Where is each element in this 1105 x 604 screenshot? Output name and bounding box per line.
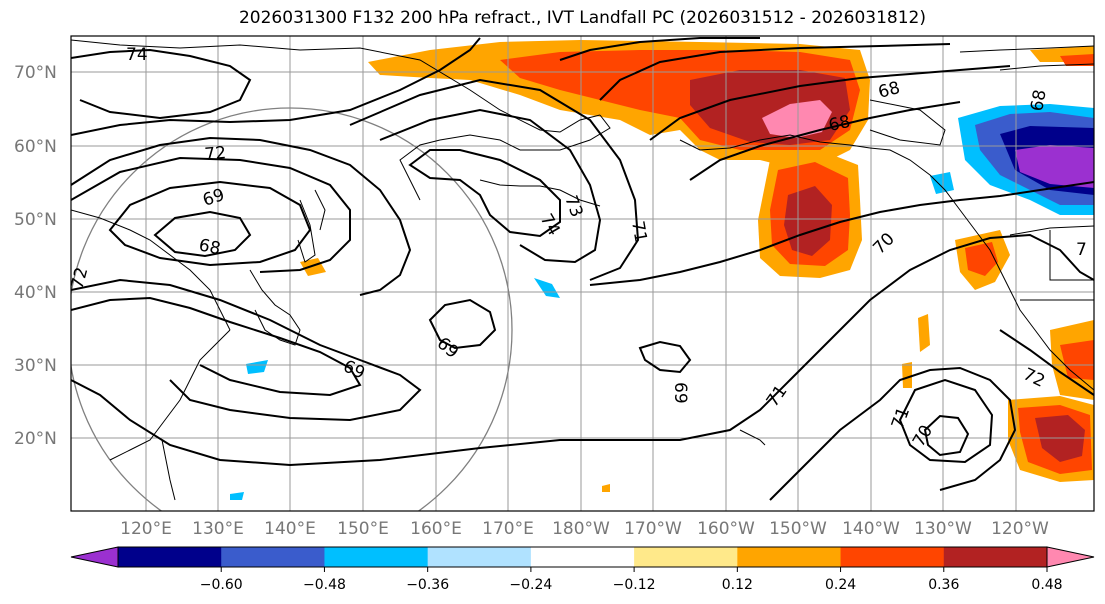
colorbar-tick-label: 0.48: [1031, 577, 1062, 593]
positive-anomaly-gulf: [758, 150, 862, 278]
colorbar-extend-max: [1046, 546, 1095, 568]
colorbar-tick-label: −0.24: [509, 577, 552, 593]
contour-label-69d: 69: [670, 382, 690, 404]
colorbar-tick-label: 0.24: [825, 577, 856, 593]
lon-label-120w: 120°W: [991, 519, 1049, 539]
colorbar-segment: [943, 547, 1048, 567]
lon-label-150e: 150°E: [337, 519, 389, 539]
lon-label-150w: 150°W: [769, 519, 827, 539]
lon-label-180w: 180°W: [552, 519, 610, 539]
lat-label-30: 30°N: [14, 356, 57, 376]
lon-label-170w: 170°W: [624, 519, 682, 539]
lon-label-140e: 140°E: [264, 519, 316, 539]
lat-label-70: 70°N: [14, 63, 57, 83]
colorbar-tick-label: −0.48: [303, 577, 346, 593]
contour-label-68c: 68: [827, 112, 852, 136]
colorbar-segment: [530, 547, 635, 567]
latitude-labels: 70°N 60°N 50°N 40°N 30°N 20°N: [14, 63, 57, 449]
colorbar-segment: [118, 547, 222, 567]
contour-label-7r: 7: [1076, 240, 1087, 260]
map-frame: [70, 35, 1095, 512]
colorbar-tick-label: 0.36: [928, 577, 959, 593]
contour-label-72b: 72: [68, 265, 93, 291]
colorbar-segment: [737, 547, 842, 567]
colorbar-tick-label: 0.12: [722, 577, 753, 593]
contour-label-68r: 68: [1027, 88, 1050, 113]
colorbar-tick-label: −0.12: [613, 577, 656, 593]
lat-label-20: 20°N: [14, 429, 57, 449]
lon-label-170e: 170°E: [482, 519, 534, 539]
contour-label-72a: 72: [204, 143, 227, 165]
colorbar-tick-label: −0.36: [406, 577, 449, 593]
lat-label-40: 40°N: [14, 283, 57, 303]
lat-label-60: 60°N: [14, 137, 57, 157]
colorbar-segment: [221, 547, 325, 567]
map-title: 2026031300 F132 200 hPa refract., IVT La…: [238, 8, 926, 28]
lon-label-130e: 130°E: [192, 519, 244, 539]
colorbar-segment: [324, 547, 429, 567]
lon-label-140w: 140°W: [842, 519, 900, 539]
longitude-labels: 120°E 130°E 140°E 150°E 160°E 170°E 180°…: [120, 519, 1049, 539]
colorbar: −0.60 −0.48 −0.36 −0.24 −0.12 0.12 0.24 0.36 0.4…: [70, 546, 1095, 593]
lat-label-50: 50°N: [14, 210, 57, 230]
colorbar-segment: [427, 547, 532, 567]
contour-label-74a: 74: [126, 45, 148, 65]
lon-label-120e: 120°E: [120, 519, 172, 539]
lon-label-130w: 130°W: [914, 519, 972, 539]
colorbar-segment: [634, 547, 738, 567]
coastlines: [71, 39, 1094, 501]
colorbar-segment: [840, 547, 945, 567]
lon-label-160e: 160°E: [410, 519, 462, 539]
contour-label-71a: 71: [627, 219, 650, 244]
colorbar-frame: [117, 546, 1048, 568]
lon-label-160w: 160°W: [697, 519, 755, 539]
colorbar-extend-min: [70, 546, 119, 568]
colorbar-tick-label: −0.60: [200, 577, 243, 593]
contour-label-68a: 68: [197, 235, 222, 259]
refractivity-contours: [71, 37, 1094, 501]
landfall-region-circle: [71, 107, 513, 511]
